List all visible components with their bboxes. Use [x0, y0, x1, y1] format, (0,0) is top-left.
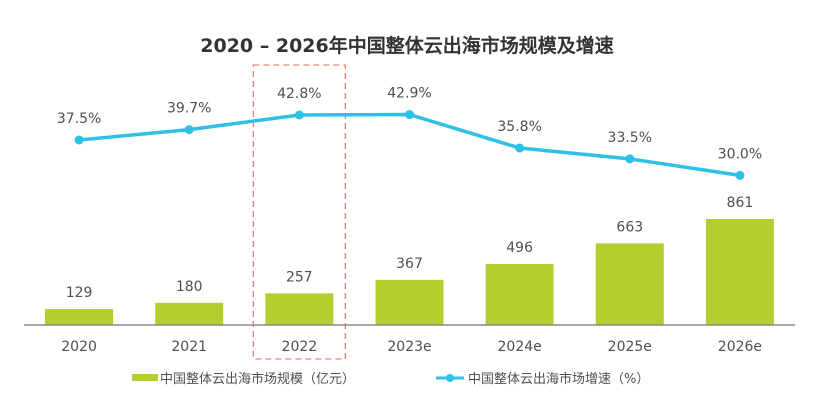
bar-value-label: 367	[396, 256, 423, 272]
bar	[155, 302, 224, 325]
bar-value-label: 861	[727, 195, 754, 211]
line-point	[184, 125, 194, 135]
x-tick-label: 2023e	[387, 339, 431, 355]
line-value-label: 33.5%	[608, 130, 652, 146]
bar-value-label: 257	[286, 269, 313, 285]
line-series: 37.5% 39.7% 42.8% 42.9% 35.8% 33.5% 30.0%	[57, 86, 762, 180]
bar	[485, 263, 554, 325]
line-value-label: 39.7%	[167, 101, 211, 117]
x-tick-label: 2024e	[498, 339, 542, 355]
x-tick-label: 2025e	[608, 339, 652, 355]
bar-series: 129 180 257 367 496 663 861	[45, 195, 774, 325]
bar-value-label: 129	[66, 285, 93, 301]
line-point	[735, 170, 745, 180]
legend-line-marker	[446, 374, 454, 382]
line-point	[405, 110, 414, 120]
line-value-label: 30.0%	[718, 146, 762, 162]
line-point	[625, 154, 635, 164]
x-tick-label: 2020	[61, 339, 97, 355]
bar	[265, 293, 334, 325]
x-tick-label: 2026e	[718, 339, 762, 355]
bar-value-label: 496	[506, 240, 533, 256]
line-value-label: 37.5%	[57, 111, 101, 127]
line-point	[74, 135, 84, 145]
x-tick-label: 2022	[282, 339, 318, 355]
line-point	[515, 143, 525, 153]
line-value-label: 35.8%	[497, 119, 541, 135]
line-value-label: 42.9%	[387, 86, 431, 102]
legend-line-label: 中国整体云出海市场增速（%）	[468, 371, 649, 387]
legend-bar-swatch	[132, 374, 158, 381]
bar-value-label: 180	[176, 279, 203, 295]
bar	[45, 309, 114, 325]
highlight-box	[252, 64, 347, 360]
x-tick-label: 2021	[171, 339, 207, 355]
line-value-label: 42.8%	[277, 86, 321, 102]
bar	[595, 243, 664, 325]
legend-bar-label: 中国整体云出海市场规模（亿元）	[160, 371, 355, 387]
bar-value-label: 663	[616, 219, 643, 235]
bar	[375, 279, 444, 325]
line-point	[294, 110, 304, 120]
x-ticks: 2020 2021 2022 2023e 2024e 2025e 2026e	[61, 339, 762, 355]
highlight-box-rect	[252, 64, 347, 360]
legend: 中国整体云出海市场规模（亿元） 中国整体云出海市场增速（%）	[132, 371, 649, 387]
chart-title: 2020 – 2026年中国整体云出海市场规模及增速	[200, 34, 614, 57]
bar	[705, 219, 774, 325]
